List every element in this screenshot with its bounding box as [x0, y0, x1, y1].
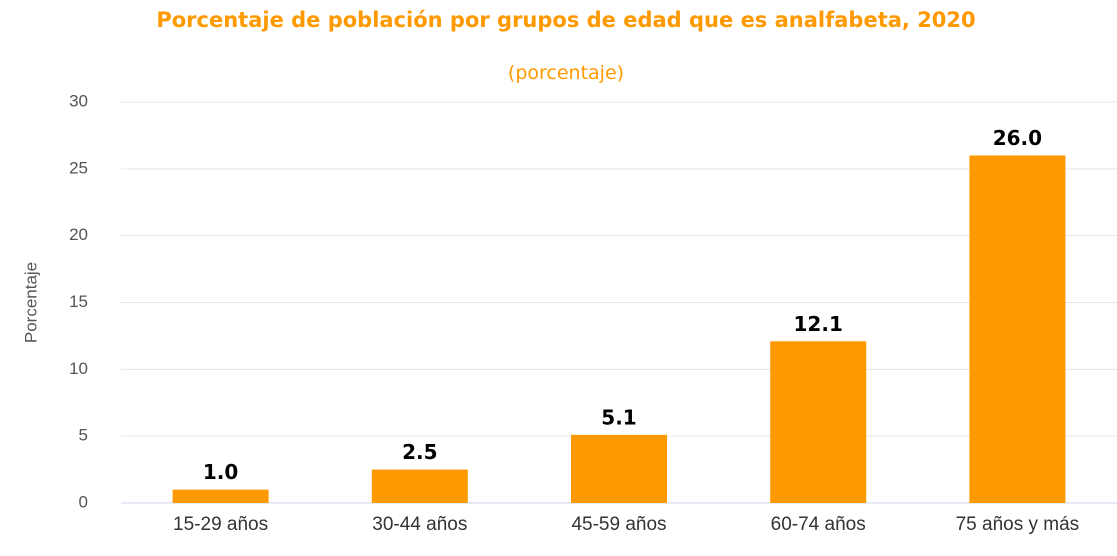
data-label: 5.1	[601, 405, 636, 429]
y-axis-label: Porcentaje	[21, 262, 40, 343]
x-tick-label: 30-44 años	[372, 514, 468, 535]
y-tick-label: 25	[69, 158, 88, 177]
bar	[571, 434, 667, 503]
bar	[969, 155, 1066, 503]
data-label: 12.1	[794, 312, 843, 336]
x-tick-label: 15-29 años	[173, 514, 269, 535]
y-tick-label: 5	[79, 426, 88, 445]
bar	[172, 489, 269, 503]
y-tick-label: 10	[69, 359, 88, 378]
x-tick-label: 45-59 años	[571, 514, 667, 535]
x-tick-label: 60-74 años	[770, 514, 866, 535]
y-tick-label: 30	[69, 91, 88, 110]
x-tick-label: 75 años y más	[955, 514, 1080, 535]
y-tick-label: 0	[79, 492, 88, 511]
y-tick-label: 15	[69, 292, 88, 311]
bar	[770, 341, 867, 503]
data-label: 26.0	[993, 126, 1042, 150]
chart-title: Porcentaje de población por grupos de ed…	[156, 8, 976, 32]
data-label: 1.0	[203, 460, 238, 484]
y-tick-label: 20	[69, 225, 88, 244]
bar	[371, 469, 468, 503]
data-label: 2.5	[402, 440, 437, 464]
chart-subtitle: (porcentaje)	[507, 62, 625, 84]
